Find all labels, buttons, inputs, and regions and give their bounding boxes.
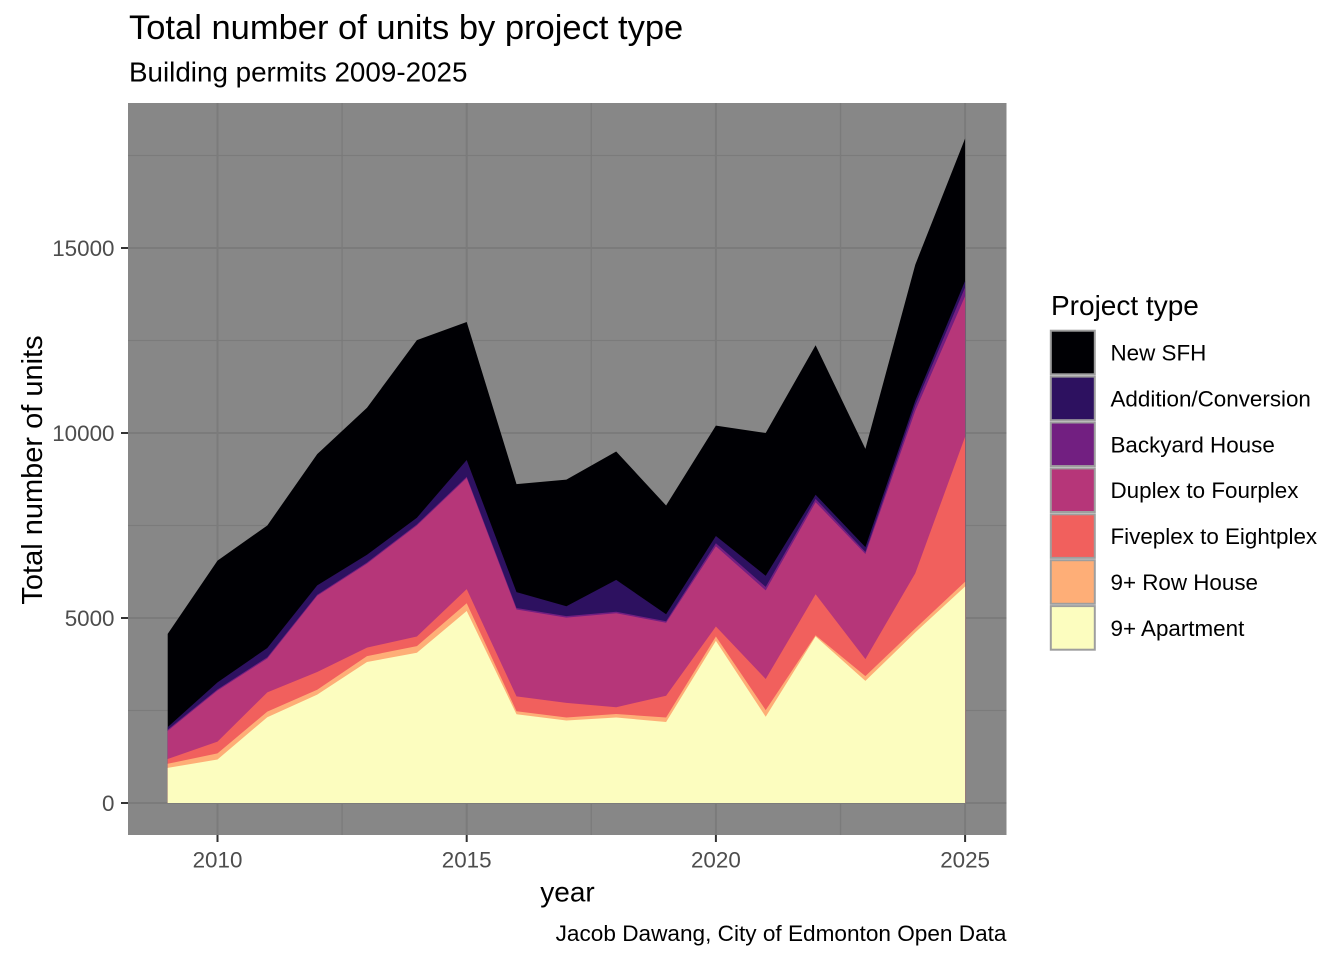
svg-text:Total number of units by proje: Total number of units by project type xyxy=(129,9,683,47)
svg-text:New SFH: New SFH xyxy=(1111,341,1207,366)
svg-text:2025: 2025 xyxy=(940,848,990,873)
svg-text:Addition/Conversion: Addition/Conversion xyxy=(1111,386,1311,411)
svg-text:Total number of units: Total number of units xyxy=(17,335,49,604)
svg-text:0: 0 xyxy=(102,791,114,816)
svg-text:9+ Row House: 9+ Row House xyxy=(1111,570,1259,595)
svg-text:year: year xyxy=(540,877,594,908)
svg-text:15000: 15000 xyxy=(52,236,114,261)
svg-text:Fiveplex to Eightplex: Fiveplex to Eightplex xyxy=(1111,524,1318,549)
svg-text:Backyard House: Backyard House xyxy=(1111,432,1275,457)
svg-text:5000: 5000 xyxy=(65,606,115,631)
svg-text:2015: 2015 xyxy=(442,848,492,873)
svg-text:Duplex to Fourplex: Duplex to Fourplex xyxy=(1111,478,1299,503)
svg-text:10000: 10000 xyxy=(52,421,114,446)
svg-text:2010: 2010 xyxy=(193,848,243,873)
svg-text:Jacob Dawang, City of Edmonton: Jacob Dawang, City of Edmonton Open Data xyxy=(556,921,1007,946)
svg-text:Project type: Project type xyxy=(1051,290,1199,321)
svg-text:2020: 2020 xyxy=(691,848,741,873)
svg-text:Building permits 2009-2025: Building permits 2009-2025 xyxy=(129,56,467,87)
svg-text:9+ Apartment: 9+ Apartment xyxy=(1111,616,1246,641)
